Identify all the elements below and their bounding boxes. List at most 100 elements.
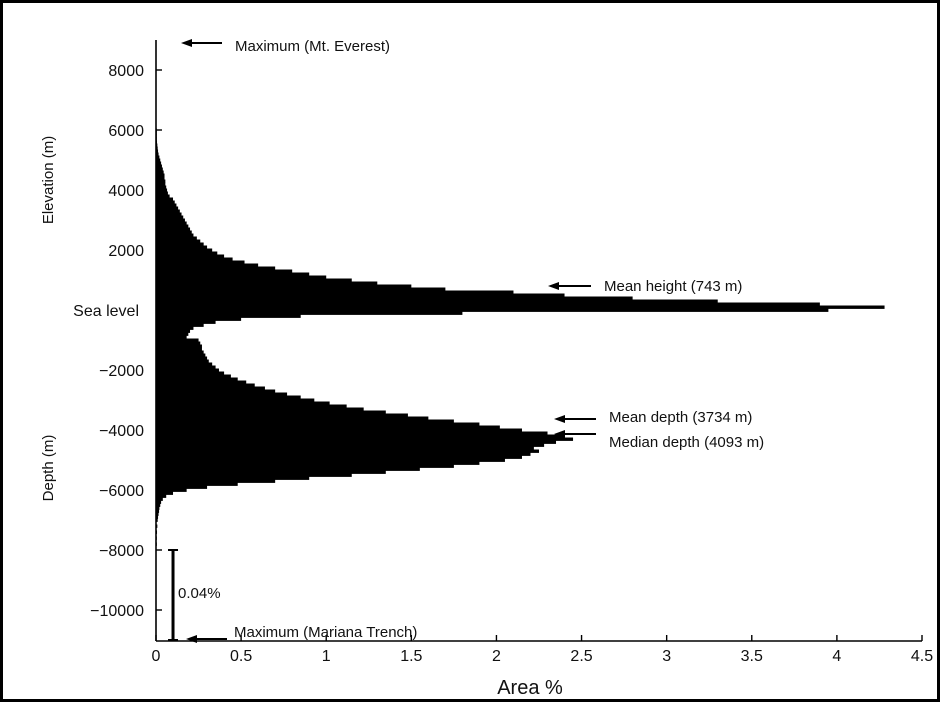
arrow-head	[554, 415, 565, 423]
bar	[156, 299, 718, 303]
annotation-median-depth: Median depth (4093 m)	[609, 434, 764, 451]
bar	[156, 320, 216, 324]
bar	[156, 488, 187, 492]
bar	[156, 161, 162, 165]
bar	[156, 425, 500, 429]
bar	[156, 365, 216, 369]
bar	[156, 212, 182, 216]
bar	[156, 203, 177, 207]
bar	[156, 257, 233, 261]
bar	[156, 494, 167, 498]
bar	[156, 281, 378, 285]
bar	[156, 416, 429, 420]
bar	[156, 422, 480, 426]
bar	[156, 446, 534, 450]
x-tick-label: 4.5	[911, 648, 933, 665]
bar	[156, 296, 633, 300]
bar	[156, 455, 522, 459]
y-tick-label: −4000	[99, 423, 144, 440]
annotation-max-everest: Maximum (Mt. Everest)	[235, 38, 390, 55]
bar	[156, 389, 276, 393]
bar	[156, 398, 315, 402]
bar	[156, 470, 386, 474]
bar	[156, 341, 201, 345]
annotation-mean-depth: Mean depth (3734 m)	[609, 409, 752, 426]
bar	[156, 326, 194, 330]
bar	[156, 302, 820, 306]
bar	[156, 467, 420, 471]
bar	[156, 473, 352, 477]
bar	[156, 374, 231, 378]
bar	[156, 275, 327, 279]
arrow-head	[181, 39, 192, 47]
bar	[156, 179, 166, 183]
bar	[156, 182, 166, 186]
bar	[156, 440, 557, 444]
bar	[156, 497, 163, 501]
bar	[156, 428, 522, 432]
bar	[156, 293, 565, 297]
bar	[156, 197, 174, 201]
bar	[156, 458, 505, 462]
bar	[156, 344, 202, 348]
bar	[156, 515, 159, 519]
bar	[156, 305, 885, 309]
bar	[156, 245, 208, 249]
bar	[156, 479, 276, 483]
histogram-bars	[156, 128, 885, 546]
x-tick-label: 2.5	[570, 648, 592, 665]
y-tick-label: 4000	[108, 183, 144, 200]
y-tick-label: 2000	[108, 243, 144, 260]
bar	[156, 431, 548, 435]
bar	[156, 173, 165, 177]
bar	[156, 272, 310, 276]
bar	[156, 482, 238, 486]
bar	[156, 329, 191, 333]
bar	[156, 263, 259, 267]
bar	[156, 395, 301, 399]
bar	[156, 290, 514, 294]
y-tick-label: 6000	[108, 123, 144, 140]
bar	[156, 170, 164, 174]
bar	[156, 407, 364, 411]
bar	[156, 215, 184, 219]
y-tick-label: 8000	[108, 63, 144, 80]
sea-level-label: Sea level	[73, 303, 139, 320]
x-tick-label: 0	[152, 648, 161, 665]
bar	[156, 206, 179, 210]
bar	[156, 314, 301, 318]
bar	[156, 449, 539, 453]
bar	[156, 353, 206, 357]
bar	[156, 248, 213, 252]
bar	[156, 224, 189, 228]
bar	[156, 350, 204, 354]
bar	[156, 278, 352, 282]
arrow-head	[554, 430, 565, 438]
bar	[156, 509, 160, 513]
bar	[156, 227, 191, 231]
axes: 0 0.5 1 1.5 2 2.5 3 3.5 4 4.5 8000 6000 4000 2000 Sea …	[40, 40, 933, 699]
bar	[156, 284, 412, 288]
arrow-head	[186, 635, 197, 643]
y-tick-label: −2000	[99, 363, 144, 380]
x-tick-label: 2	[492, 648, 501, 665]
bar	[156, 362, 213, 366]
bar	[156, 149, 159, 153]
bar	[156, 503, 161, 507]
x-tick-label: 3	[662, 648, 671, 665]
bar	[156, 410, 386, 414]
x-tick-label: 4	[832, 648, 841, 665]
annotation-mean-height: Mean height (743 m)	[604, 278, 742, 295]
elevation-axis-label: Elevation (m)	[40, 136, 57, 224]
bar	[156, 230, 192, 234]
bar	[156, 368, 219, 372]
x-axis-title: Area %	[497, 677, 563, 699]
bar	[156, 242, 204, 246]
bar	[156, 452, 531, 456]
scale-bar-label: 0.04%	[178, 585, 221, 602]
bar	[156, 287, 446, 291]
bar	[156, 185, 167, 189]
bar	[156, 167, 163, 171]
